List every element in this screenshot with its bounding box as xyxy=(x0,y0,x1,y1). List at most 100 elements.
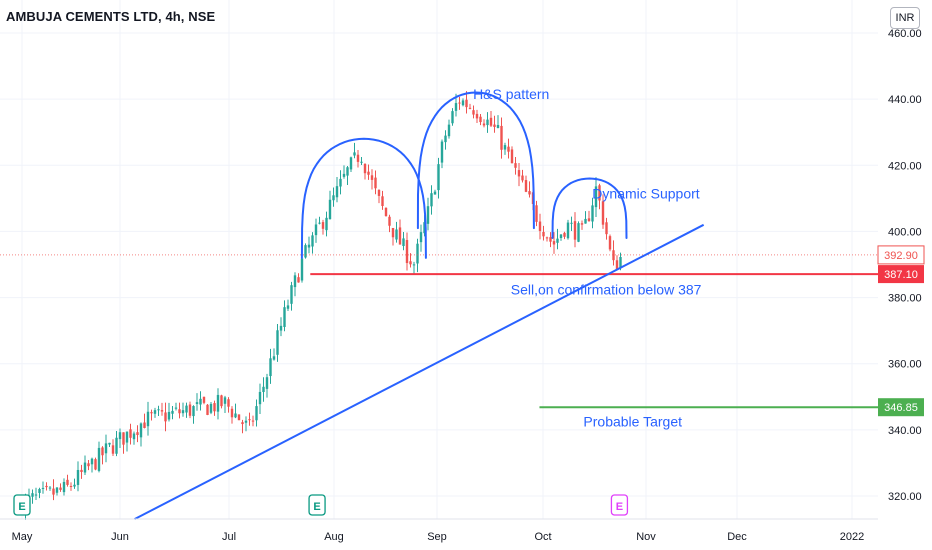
currency-button[interactable]: INR xyxy=(890,7,920,29)
candle-body xyxy=(437,164,440,191)
candle-body xyxy=(577,223,580,242)
candle-body xyxy=(41,487,45,489)
candle-body xyxy=(398,227,402,245)
candle-body xyxy=(122,432,125,445)
candle-body xyxy=(304,245,307,258)
candle-body xyxy=(297,277,300,283)
candle-body xyxy=(584,218,587,224)
earnings-marker[interactable]: E xyxy=(610,494,629,516)
candle-body xyxy=(160,410,164,412)
candle-body xyxy=(188,404,192,416)
candle-body xyxy=(440,141,444,163)
candle-body xyxy=(542,231,545,237)
earnings-marker[interactable]: E xyxy=(13,494,31,516)
candle-body xyxy=(475,113,479,119)
candle-body xyxy=(461,100,465,106)
candle-body xyxy=(454,103,458,111)
x-tick-label: May xyxy=(12,531,33,543)
candle-body xyxy=(465,99,468,108)
candle-body xyxy=(552,241,556,245)
candle-body xyxy=(314,224,318,236)
candle-body xyxy=(381,196,384,207)
candle-body xyxy=(594,186,598,208)
candle-body xyxy=(111,445,115,454)
candle-body xyxy=(489,117,493,126)
candle-body xyxy=(444,135,447,143)
candle-body xyxy=(416,243,419,264)
candle-body xyxy=(283,307,286,327)
candle-body xyxy=(423,222,426,234)
candle-body xyxy=(517,170,521,177)
candle-body xyxy=(342,173,346,177)
candle-body xyxy=(136,432,139,436)
candle-body xyxy=(430,193,433,207)
candle-body xyxy=(507,146,510,152)
candle-body xyxy=(612,250,615,261)
candle-body xyxy=(391,227,395,238)
candle-body xyxy=(178,409,181,414)
candle-body xyxy=(55,487,59,493)
candle-body xyxy=(129,429,132,438)
annotation-label: Sell,on confirmation below 387 xyxy=(511,281,702,297)
candle-body xyxy=(34,494,38,496)
earnings-marker-label: E xyxy=(313,501,320,513)
candle-body xyxy=(279,325,283,331)
candle-body xyxy=(216,394,220,412)
candle-body xyxy=(307,244,311,248)
candle-body xyxy=(605,222,608,235)
candle-body xyxy=(433,191,437,195)
candle-body xyxy=(241,422,244,425)
candle-body xyxy=(514,163,517,168)
candle-body xyxy=(486,119,489,126)
candle-body xyxy=(244,420,248,423)
price-axis: 320.00 340.00 360.00 380.00 400.00 420.00 440.… xyxy=(888,28,922,503)
candle-body xyxy=(150,412,153,414)
y-tick-label: 400.00 xyxy=(888,226,922,238)
candle-body xyxy=(402,238,405,247)
candle-body xyxy=(615,260,619,270)
earnings-marker[interactable]: E xyxy=(308,494,326,516)
candle-body xyxy=(412,264,416,266)
candle-body xyxy=(69,485,73,487)
annotation-label: H&S pattern xyxy=(473,86,549,102)
candle-body xyxy=(500,125,503,150)
candle-body xyxy=(566,222,570,239)
price-label: 387.10 xyxy=(884,269,918,281)
candle-body xyxy=(199,398,202,405)
candle-body xyxy=(360,161,363,163)
candle-body xyxy=(213,403,216,412)
candle-body xyxy=(570,222,573,224)
candle-body xyxy=(174,407,178,409)
candle-body xyxy=(493,124,496,127)
candle-body xyxy=(451,111,454,124)
x-tick-label: 2022 xyxy=(840,531,864,543)
y-tick-label: 320.00 xyxy=(888,491,922,503)
candle-body xyxy=(223,397,227,404)
candle-body xyxy=(230,408,234,418)
candle-body xyxy=(125,431,129,443)
candle-body xyxy=(419,232,423,243)
candle-body xyxy=(377,189,381,196)
candle-body xyxy=(62,481,66,493)
candle-body xyxy=(90,458,94,465)
candle-body xyxy=(101,447,104,456)
candle-body xyxy=(598,185,601,201)
candle-body xyxy=(108,442,111,445)
candle-body xyxy=(115,437,118,454)
candle-body xyxy=(353,152,356,156)
candle-body xyxy=(591,205,594,222)
candle-body xyxy=(384,207,388,216)
candle-body xyxy=(73,484,76,487)
x-tick-label: Jul xyxy=(222,531,236,543)
price-label: 346.85 xyxy=(884,402,918,414)
candle-body xyxy=(209,403,213,413)
price-label-box xyxy=(878,265,924,284)
candle-body xyxy=(52,488,55,495)
candle-body xyxy=(374,177,377,189)
candle-body xyxy=(482,123,486,126)
candle-body xyxy=(45,485,48,488)
candle-body xyxy=(363,163,367,174)
earnings-marker-box xyxy=(13,494,31,516)
candle-body xyxy=(521,175,524,181)
